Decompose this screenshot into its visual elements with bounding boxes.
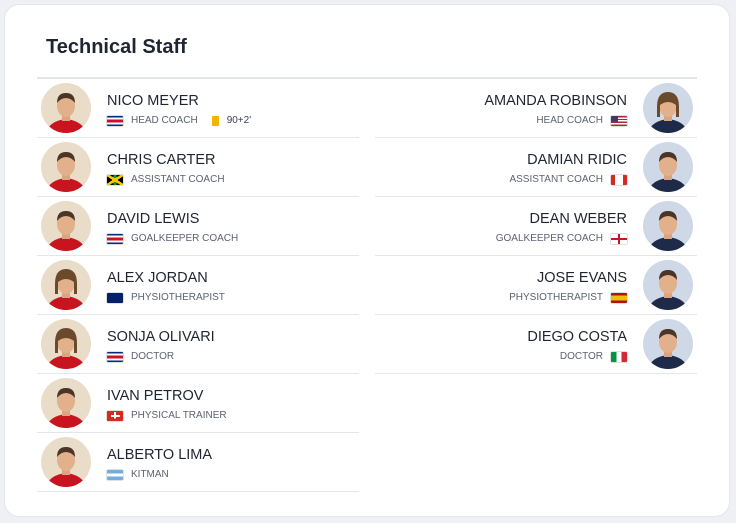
staff-meta: DOCTOR <box>560 351 627 362</box>
spain-flag-icon <box>611 292 627 303</box>
card-minute: 90+2' <box>226 115 252 126</box>
jamaica-flag-icon <box>107 174 123 185</box>
staff-name: CHRIS CARTER <box>107 152 216 168</box>
staff-meta: PHYSIOTHERAPIST <box>107 292 225 303</box>
staff-name: ALBERTO LIMA <box>107 447 213 463</box>
staff-row[interactable]: DAVID LEWIS GOALKEEPER COACH <box>37 197 359 256</box>
staff-meta: PHYSICAL TRAINER <box>107 410 227 421</box>
canada-flag-icon <box>611 174 627 185</box>
staff-row[interactable]: CHRIS CARTER ASSISTANT COACH <box>37 138 359 197</box>
staff-role: PHYSIOTHERAPIST <box>131 292 225 303</box>
england-flag-icon <box>611 233 627 244</box>
avatar <box>41 260 91 310</box>
staff-role: DOCTOR <box>131 351 175 362</box>
staff-row[interactable]: JOSE EVANS PHYSIOTHERAPIST <box>375 256 697 315</box>
avatar <box>41 319 91 369</box>
staff-row[interactable]: IVAN PETROV PHYSICAL TRAINER <box>37 374 359 433</box>
staff-name: DIEGO COSTA <box>527 329 627 345</box>
staff-row[interactable]: SONJA OLIVARI DOCTOR <box>37 315 359 374</box>
avatar <box>643 142 693 192</box>
staff-role: PHYSICAL TRAINER <box>131 410 227 421</box>
switzerland-flag-icon <box>107 410 123 421</box>
technical-staff-card: Technical Staff NICO MEYER HEAD COACH 90+2… <box>5 5 729 516</box>
staff-meta: GOALKEEPER COACH <box>496 233 627 244</box>
staff-name: JOSE EVANS <box>537 270 627 286</box>
costa-rica-flag-icon <box>107 115 123 126</box>
staff-meta: HEAD COACH <box>536 115 627 126</box>
italy-flag-icon <box>611 351 627 362</box>
staff-row[interactable]: DIEGO COSTA DOCTOR <box>375 315 697 374</box>
staff-meta: ASSISTANT COACH <box>107 174 225 185</box>
staff-role: HEAD COACH <box>536 115 603 126</box>
away-staff-list: AMANDA ROBINSON HEAD COACH DAMIAN RIDIC ASS… <box>375 79 697 374</box>
staff-row[interactable]: ALBERTO LIMA KITMAN <box>37 433 359 492</box>
staff-meta: PHYSIOTHERAPIST <box>509 292 627 303</box>
avatar <box>41 83 91 133</box>
staff-row[interactable]: ALEX JORDAN PHYSIOTHERAPIST <box>37 256 359 315</box>
staff-name: IVAN PETROV <box>107 388 204 404</box>
staff-name: DEAN WEBER <box>529 211 628 227</box>
title-divider <box>37 77 697 79</box>
staff-role: HEAD COACH <box>131 115 198 126</box>
staff-name: ALEX JORDAN <box>107 270 208 286</box>
avatar <box>643 260 693 310</box>
home-staff-list: NICO MEYER HEAD COACH 90+2' CHRIS CARTER ASS… <box>37 79 359 492</box>
avatar <box>41 142 91 192</box>
staff-name: NICO MEYER <box>107 93 199 109</box>
staff-role: ASSISTANT COACH <box>509 174 603 185</box>
staff-name: AMANDA ROBINSON <box>484 93 627 109</box>
staff-role: PHYSIOTHERAPIST <box>509 292 603 303</box>
section-title: Technical Staff <box>46 36 187 58</box>
avatar <box>41 437 91 487</box>
costa-rica-flag-icon <box>107 351 123 362</box>
avatar <box>643 83 693 133</box>
staff-name: DAVID LEWIS <box>107 211 200 227</box>
costa-rica-flag-icon <box>107 233 123 244</box>
staff-meta: HEAD COACH 90+2' <box>107 115 251 126</box>
staff-role: DOCTOR <box>559 351 603 362</box>
staff-name: DAMIAN RIDIC <box>527 152 627 168</box>
argentina-flag-icon <box>107 469 123 480</box>
avatar <box>643 319 693 369</box>
staff-meta: GOALKEEPER COACH <box>107 233 238 244</box>
avatar <box>41 201 91 251</box>
staff-role: GOALKEEPER COACH <box>131 233 239 244</box>
staff-role: KITMAN <box>131 469 169 480</box>
staff-role: ASSISTANT COACH <box>131 174 225 185</box>
staff-role: GOALKEEPER COACH <box>495 233 603 244</box>
staff-meta: DOCTOR <box>107 351 174 362</box>
usa-flag-icon <box>611 115 627 126</box>
new-zealand-flag-icon <box>107 292 123 303</box>
avatar <box>41 378 91 428</box>
avatar <box>643 201 693 251</box>
staff-row[interactable]: DEAN WEBER GOALKEEPER COACH <box>375 197 697 256</box>
staff-row[interactable]: AMANDA ROBINSON HEAD COACH <box>375 79 697 138</box>
staff-meta: ASSISTANT COACH <box>509 174 627 185</box>
yellow-card-icon <box>211 115 219 126</box>
staff-row[interactable]: DAMIAN RIDIC ASSISTANT COACH <box>375 138 697 197</box>
staff-meta: KITMAN <box>107 469 169 480</box>
staff-name: SONJA OLIVARI <box>107 329 215 345</box>
staff-row[interactable]: NICO MEYER HEAD COACH 90+2' <box>37 79 359 138</box>
